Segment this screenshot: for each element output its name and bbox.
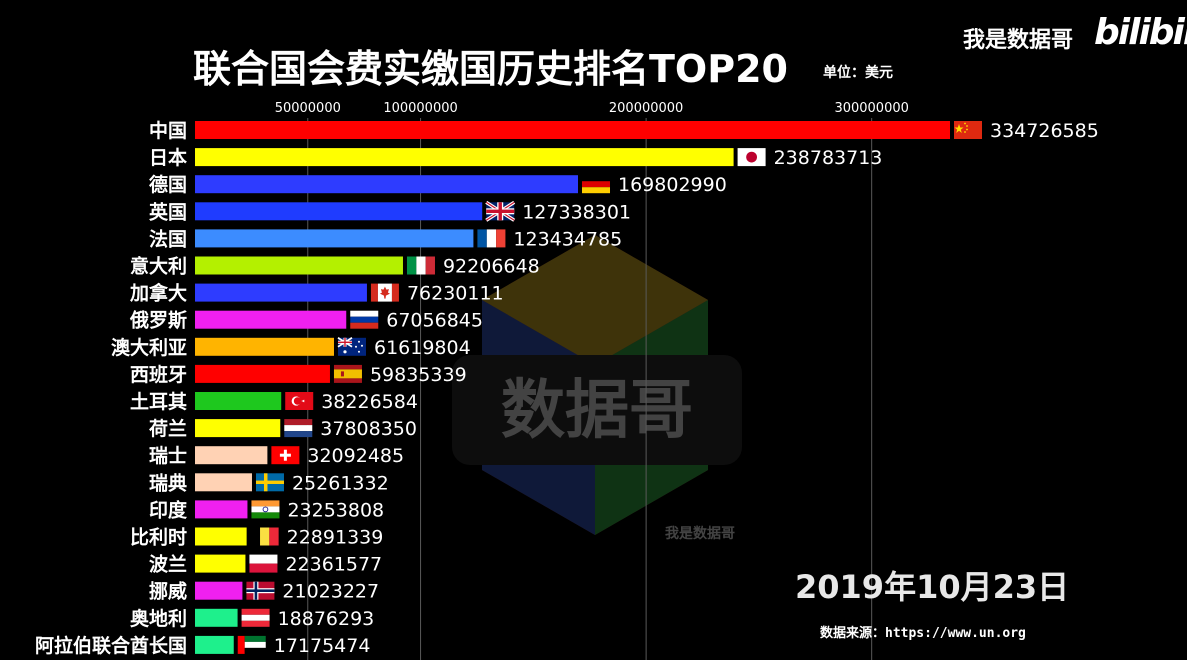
category-label: 俄罗斯 [129, 309, 187, 332]
value-label: 37808350 [320, 418, 417, 440]
value-label: 127338301 [522, 201, 631, 223]
category-label: 土耳其 [130, 391, 187, 413]
flag-no-icon [246, 581, 275, 600]
watermark-subtext: 我是数据哥 [665, 525, 735, 542]
bar [195, 527, 247, 546]
category-label: 奥地利 [130, 607, 187, 630]
value-label: 17175474 [274, 635, 371, 657]
watermark-logo: 数据哥 我是数据哥 [452, 235, 742, 542]
value-label: 67056845 [386, 310, 483, 332]
category-label: 西班牙 [130, 363, 187, 386]
source-label: 数据来源：https://www.un.org [820, 626, 1026, 641]
flag-au-icon [337, 337, 366, 356]
value-label: 334726585 [990, 120, 1099, 142]
category-label: 法国 [149, 227, 187, 250]
category-label: 比利时 [130, 527, 187, 549]
value-label: 61619804 [374, 337, 471, 359]
flag-ru-icon [350, 310, 379, 329]
value-label: 22891339 [287, 527, 384, 549]
bar [195, 283, 367, 302]
value-label: 23253808 [287, 499, 384, 521]
bar [195, 121, 950, 139]
bar [195, 635, 234, 654]
flag-tr-icon [285, 392, 314, 410]
bar [195, 473, 252, 492]
value-label: 21023227 [282, 581, 379, 603]
bar [195, 310, 347, 329]
flag-se-icon [255, 473, 284, 492]
flag-jp-icon [737, 148, 766, 167]
category-label: 加拿大 [129, 282, 187, 305]
category-label: 荷兰 [149, 417, 187, 440]
x-tick-label: 50000000 [275, 101, 341, 116]
bar [195, 148, 734, 167]
bar [195, 229, 474, 248]
flag-at-icon [241, 608, 270, 627]
flag-fr-icon [477, 229, 506, 248]
flag-it-icon [406, 256, 435, 275]
value-label: 169802990 [618, 174, 727, 196]
bar [195, 581, 243, 600]
category-label: 日本 [149, 146, 187, 169]
value-label: 32092485 [307, 445, 404, 467]
value-label: 22361577 [285, 554, 382, 576]
bar [195, 554, 246, 573]
x-axis-tick-labels: 50000000 100000000 200000000 300000000 [275, 101, 909, 116]
x-tick-label: 100000000 [383, 101, 457, 116]
flag-be-icon [250, 527, 279, 546]
bar [195, 256, 403, 275]
date-label: 2019年10月23日 [795, 568, 1070, 606]
bar [195, 446, 268, 465]
value-label: 59835339 [370, 364, 467, 386]
value-label: 25261332 [292, 472, 389, 494]
value-label: 38226584 [321, 391, 418, 413]
category-label: 挪威 [149, 580, 187, 603]
category-label: 澳大利亚 [111, 336, 187, 359]
flag-gb-icon [485, 200, 516, 222]
category-label: 英国 [149, 200, 187, 223]
value-label: 238783713 [774, 147, 883, 169]
channel-name: 我是数据哥 [963, 28, 1074, 53]
category-label: 中国 [149, 119, 187, 142]
bar [195, 364, 330, 383]
bar [195, 419, 281, 438]
unit-label: 单位：美元 [823, 65, 893, 81]
bar [195, 608, 238, 627]
bar [195, 175, 579, 194]
category-label: 瑞士 [149, 444, 187, 467]
platform-logo: bilibili [1094, 12, 1187, 53]
flag-nl-icon [284, 419, 313, 438]
value-label: 123434785 [513, 228, 622, 250]
bar [195, 392, 282, 410]
bar [195, 337, 334, 356]
flag-es-icon [333, 364, 362, 383]
x-tick-label: 200000000 [609, 101, 683, 116]
flag-pl-icon [249, 554, 278, 573]
flag-ca-icon [370, 283, 399, 302]
category-label: 印度 [149, 498, 188, 521]
value-label: 76230111 [407, 283, 504, 305]
flag-cn-icon [954, 121, 982, 139]
category-label: 阿拉伯联合酋长国 [35, 634, 187, 657]
flag-ch-icon [271, 446, 300, 465]
x-tick-label: 300000000 [834, 101, 908, 116]
bars-group: 中国 334726585 日本 238783713 德国 169802990 英国 12733… [35, 119, 1099, 657]
chart-title: 联合国会费实缴国历史排名TOP20 [193, 47, 788, 91]
flag-ae-icon [237, 635, 266, 654]
bar [195, 500, 248, 519]
value-label: 18876293 [278, 608, 375, 630]
bar [195, 202, 483, 221]
flag-in-icon [251, 500, 280, 519]
category-label: 波兰 [149, 553, 187, 576]
category-label: 瑞典 [149, 471, 187, 494]
value-label: 92206648 [443, 256, 540, 278]
category-label: 德国 [149, 173, 187, 196]
category-label: 意大利 [130, 255, 187, 278]
flag-de-icon [582, 175, 611, 194]
watermark-text: 数据哥 [501, 374, 693, 448]
